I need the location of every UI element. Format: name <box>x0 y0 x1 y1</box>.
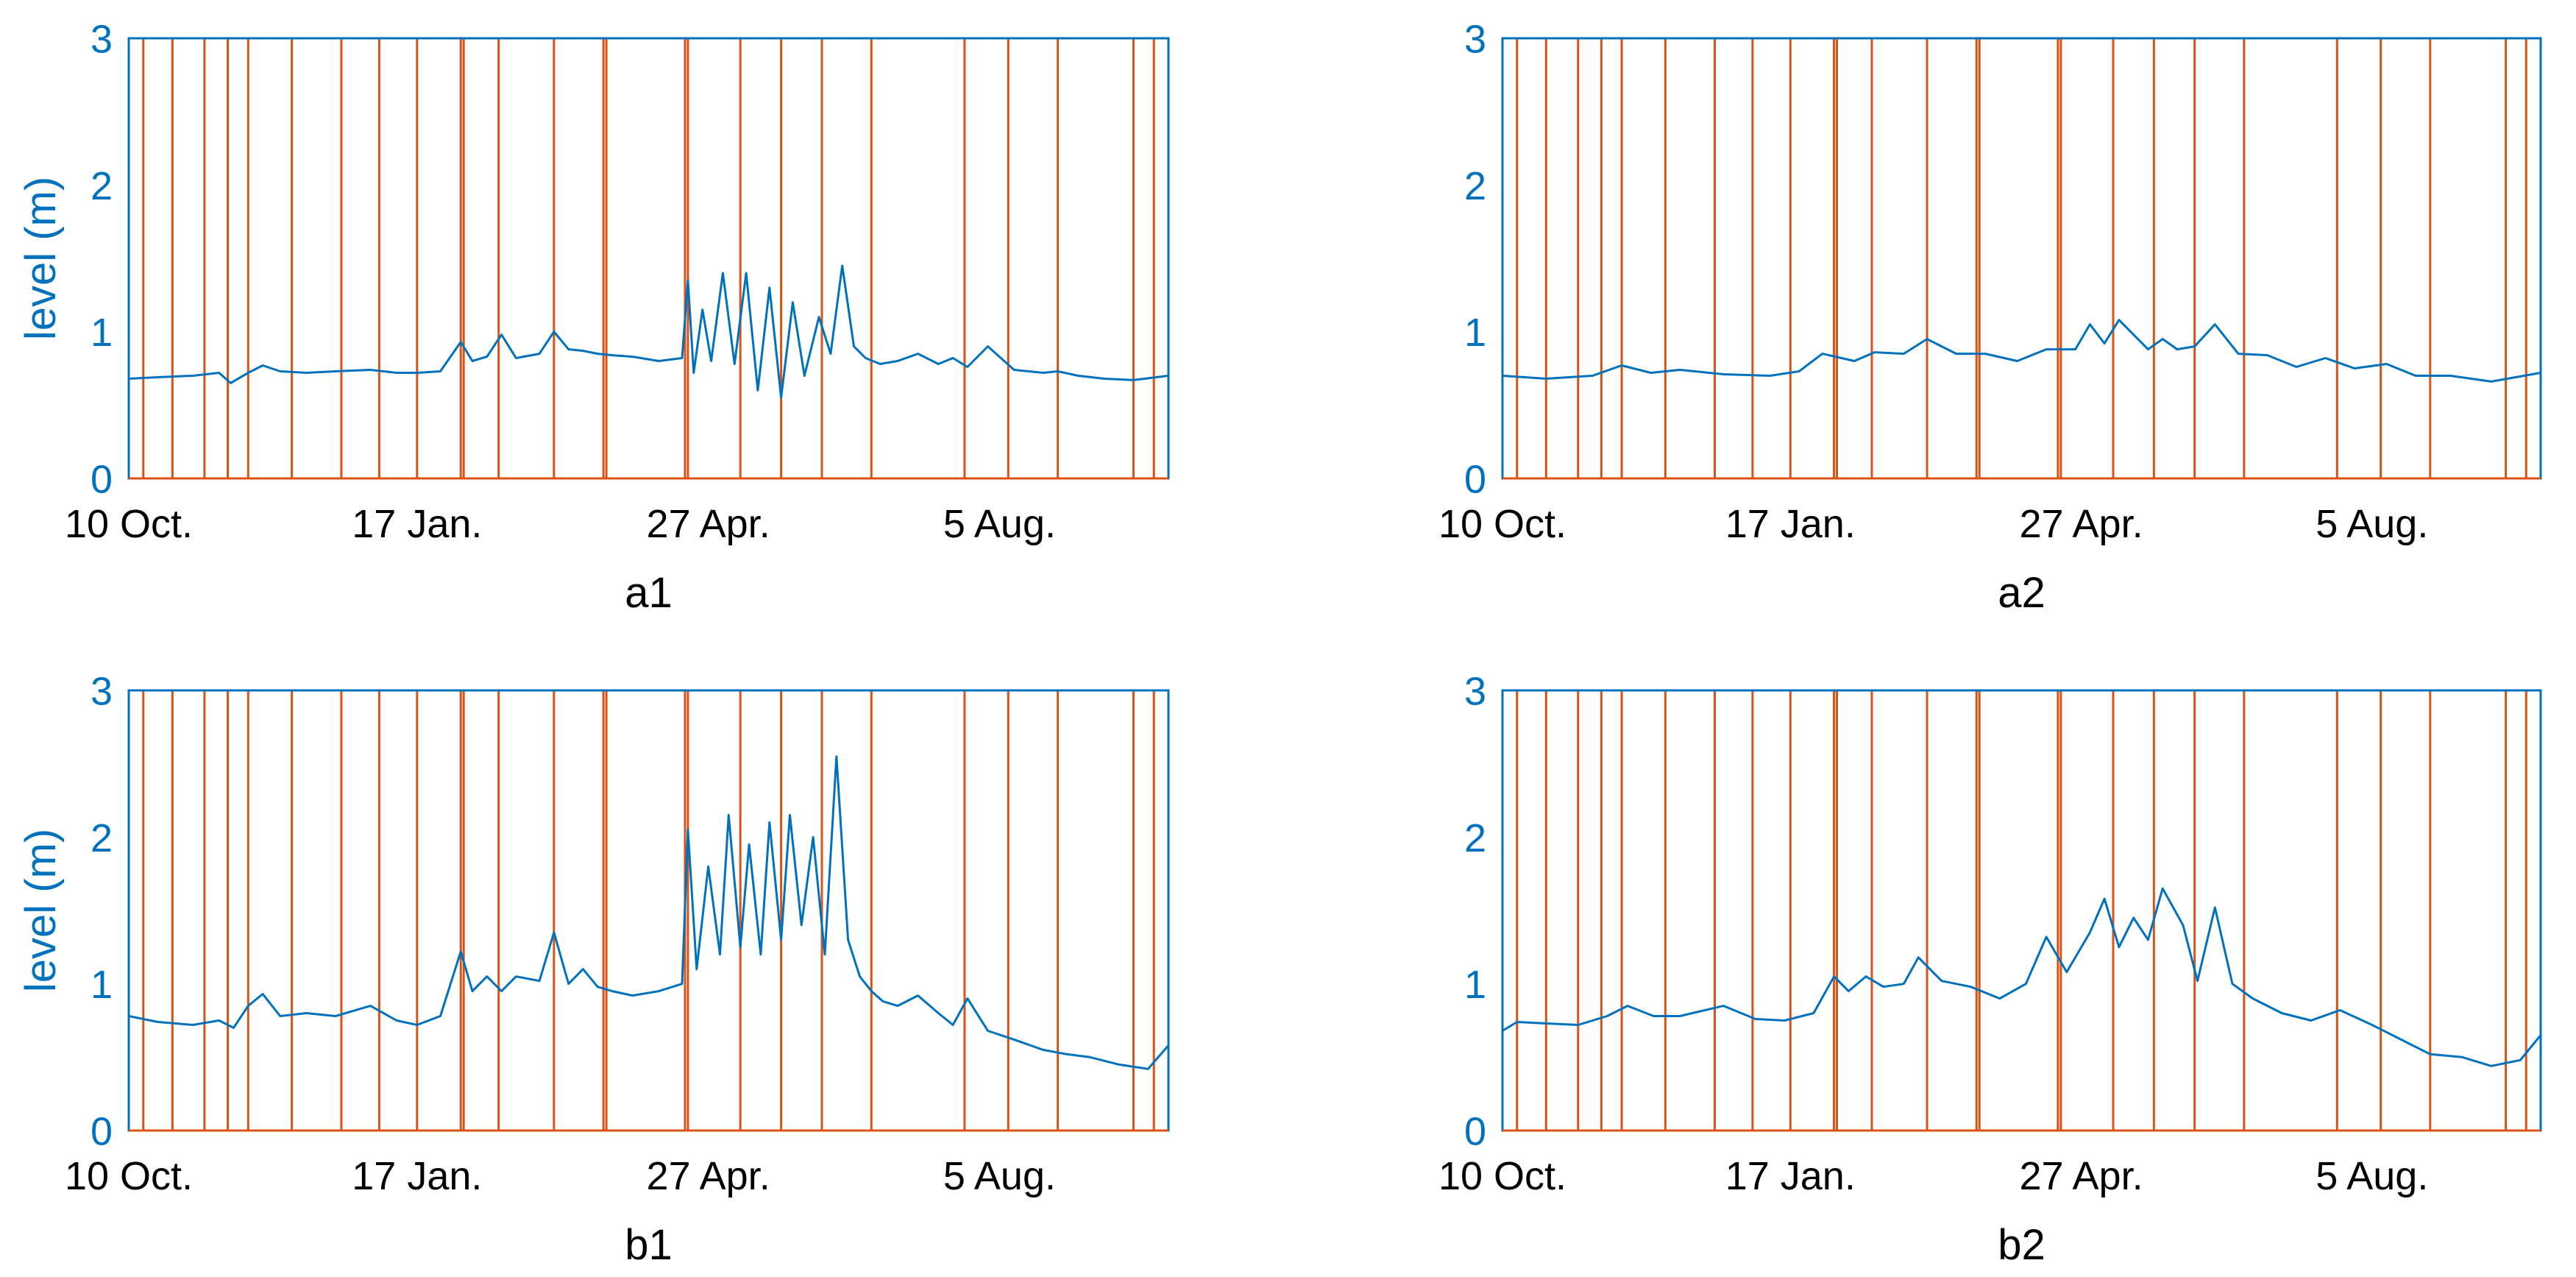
chart-a1-xtick-label-3: 5 Aug. <box>943 502 1056 546</box>
chart-a2-ytick-label-0: 0 <box>1464 457 1486 501</box>
chart-a1-xtick-label-2: 27 Apr. <box>647 502 770 546</box>
chart-a2-xtick-label-2: 27 Apr. <box>2019 502 2143 546</box>
chart-b2-xtick-label-3: 5 Aug. <box>2316 1154 2428 1198</box>
chart-a2-axes-box <box>1501 37 2542 480</box>
chart-b2-axes-box <box>1501 689 2542 1132</box>
chart-a1-series-line-0 <box>128 264 1169 399</box>
chart-a2-series-line-0 <box>1502 319 2541 383</box>
chart-a2-xtick-label-0: 10 Oct. <box>1438 502 1566 546</box>
chart-a1-xtick-label-1: 17 Jan. <box>352 502 482 546</box>
chart-a2-xtick-label-3: 5 Aug. <box>2316 502 2428 546</box>
chart-b2-xtick-label-0: 10 Oct. <box>1438 1154 1566 1198</box>
chart-b1-xtick-label-1: 17 Jan. <box>352 1154 482 1198</box>
chart-b1-xtick-label-0: 10 Oct. <box>65 1154 193 1198</box>
chart-a1-ytick-label-1: 1 <box>91 311 113 355</box>
chart-b1-ytick-label-0: 0 <box>91 1109 113 1153</box>
chart-a2-xtick-label-1: 17 Jan. <box>1725 502 1856 546</box>
chart-a1-axes-box <box>127 37 1170 480</box>
chart-a2-ytick-label-2: 2 <box>1464 164 1486 208</box>
chart-b2-ytick-label-1: 1 <box>1464 963 1486 1007</box>
chart-a1-ytick-label-0: 0 <box>91 457 113 501</box>
chart-b1: 0 1 2 3 10 Oct. 17 Jan. 27 Apr. 5 Aug. b1 level… <box>17 669 1170 1269</box>
chart-a1-xlabel: a1 <box>625 569 673 617</box>
chart-a2-xlabel: a2 <box>1998 569 2045 617</box>
chart-b2: 0 1 2 3 10 Oct. 17 Jan. 27 Apr. 5 Aug. b2 <box>1438 669 2542 1269</box>
chart-b1-axes-box <box>127 689 1170 1132</box>
chart-a2-ytick-label-3: 3 <box>1464 17 1486 61</box>
chart-b2-ytick-label-0: 0 <box>1464 1109 1486 1153</box>
chart-b1-ylabel: level (m) <box>17 829 65 992</box>
chart-b2-ytick-label-2: 2 <box>1464 816 1486 860</box>
chart-b1-ytick-label-1: 1 <box>91 963 113 1007</box>
chart-a2-ytick-label-1: 1 <box>1464 311 1486 355</box>
chart-b2-xtick-label-1: 17 Jan. <box>1725 1154 1856 1198</box>
chart-b1-series-line-0 <box>128 755 1170 1070</box>
chart-b2-series-line-0 <box>1502 887 2542 1067</box>
chart-a2: 0 1 2 3 10 Oct. 17 Jan. 27 Apr. 5 Aug. a2 <box>1438 17 2542 617</box>
chart-b1-xlabel: b1 <box>625 1221 673 1269</box>
chart-a1-xtick-label-0: 10 Oct. <box>65 502 193 546</box>
chart-b1-ytick-label-3: 3 <box>91 669 113 713</box>
chart-a1: 0 1 2 3 10 Oct. 17 Jan. 27 Apr. 5 Aug. a1 level… <box>17 17 1170 617</box>
chart-a1-ytick-label-3: 3 <box>91 17 113 61</box>
chart-b2-xlabel: b2 <box>1998 1221 2045 1269</box>
chart-a1-ytick-label-2: 2 <box>91 164 113 208</box>
chart-b1-xtick-label-2: 27 Apr. <box>647 1154 770 1198</box>
chart-a1-ylabel: level (m) <box>17 177 65 340</box>
chart-b2-xtick-label-2: 27 Apr. <box>2019 1154 2143 1198</box>
chart-b2-ytick-label-3: 3 <box>1464 669 1486 713</box>
chart-b1-ytick-label-2: 2 <box>91 816 113 860</box>
chart-b1-xtick-label-3: 5 Aug. <box>943 1154 1056 1198</box>
